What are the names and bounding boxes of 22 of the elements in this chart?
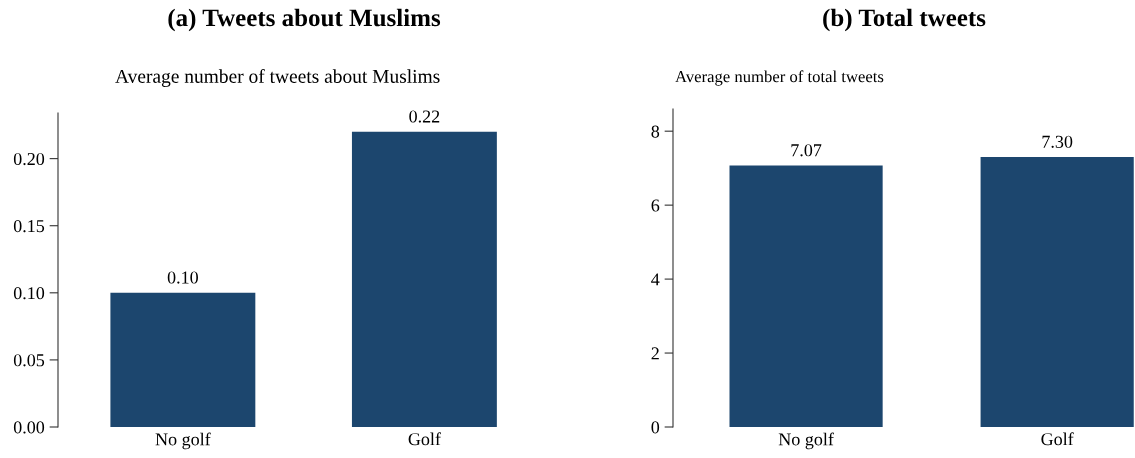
data-label: 0.10 bbox=[167, 271, 198, 284]
y-tick-label: 4 bbox=[651, 273, 660, 286]
y-tick-label: 0 bbox=[651, 421, 660, 434]
x-tick-label: Golf bbox=[1041, 432, 1074, 446]
y-axis-title: Average number of total tweets bbox=[675, 70, 884, 86]
chart-title: (b) Total tweets bbox=[823, 8, 986, 32]
text: 0.15 bbox=[13, 219, 45, 233]
text: 0.20 bbox=[13, 152, 45, 166]
y-tick-label: 8 bbox=[651, 125, 660, 138]
y-tick-label: 2 bbox=[651, 347, 659, 360]
x-tick-label: Golf bbox=[408, 432, 441, 446]
y-tick-label: 6 bbox=[651, 199, 660, 212]
text: 0.00 bbox=[13, 421, 45, 434]
x-tick-label: No golf bbox=[778, 432, 834, 450]
data-label: 7.30 bbox=[1042, 135, 1073, 148]
text: 0.05 bbox=[13, 354, 45, 367]
x-tick-label: No golf bbox=[155, 432, 211, 450]
chart-title: (a) Tweets about Muslims bbox=[168, 8, 441, 32]
text: 0.10 bbox=[13, 287, 45, 300]
y-axis-title: Average number of tweets about Muslims bbox=[115, 69, 440, 87]
data-label: 0.22 bbox=[409, 110, 440, 123]
data-label: 7.07 bbox=[791, 144, 822, 157]
